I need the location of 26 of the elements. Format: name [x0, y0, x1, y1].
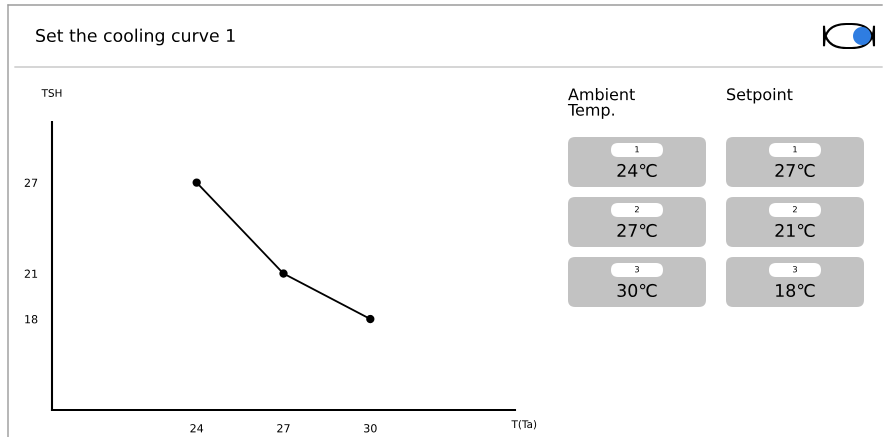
category-label: Ambient Temp.	[568, 88, 635, 119]
text: 27℃	[617, 224, 657, 238]
category-label: 1	[635, 146, 639, 152]
category-label: 2	[792, 206, 797, 212]
x-tick-label: 24	[190, 424, 204, 432]
text: 30℃	[618, 284, 657, 298]
text: 18℃	[776, 284, 815, 298]
category-label: 3	[792, 266, 797, 272]
x-tick-label: 30	[364, 424, 377, 432]
y-tick-label: 27	[24, 178, 38, 187]
text: 21℃	[775, 224, 815, 238]
category-label: Setpoint	[727, 88, 793, 104]
chart-title: Set the cooling curve 1	[36, 28, 235, 46]
text: 27℃	[775, 164, 815, 178]
text: 24℃	[617, 164, 657, 178]
point	[279, 269, 288, 278]
x-axis-title: T(Ta)	[511, 420, 536, 430]
y-tick-label: 21	[24, 270, 38, 278]
x-tick-label: 27	[277, 424, 290, 432]
category-label: 3	[634, 266, 639, 272]
category-label: 2	[634, 206, 639, 212]
y-axis-title: TSH	[42, 89, 62, 97]
y-tick-label: 18	[25, 315, 38, 324]
category-label: 1	[793, 146, 797, 152]
point	[192, 178, 201, 187]
point	[366, 314, 374, 324]
